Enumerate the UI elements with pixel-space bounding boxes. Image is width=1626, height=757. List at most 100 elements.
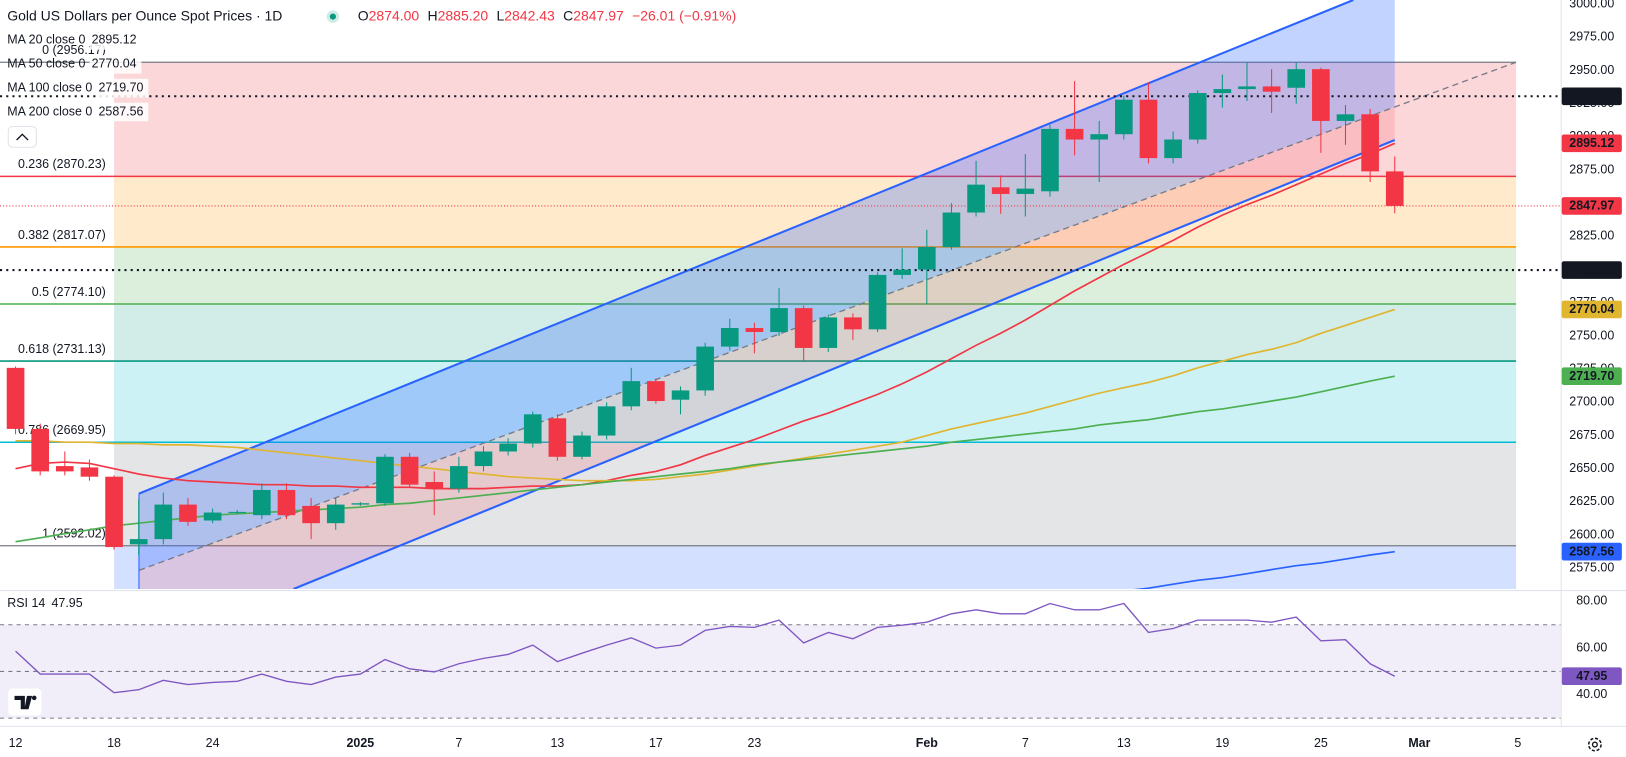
ma-legend-name: MA 50 close 0 <box>7 57 85 71</box>
ma-legend-value: 2587.56 <box>99 104 144 118</box>
candle-body <box>1312 69 1330 121</box>
candle-body <box>499 443 517 452</box>
candle-body <box>376 456 394 504</box>
candle-body <box>573 435 591 457</box>
tv-logo <box>8 688 42 716</box>
fib-label: 0.236 (2870.23) <box>18 157 106 171</box>
candle-body <box>844 317 862 330</box>
rsi-pane: 40.00 60.00 80.00 RSI 14 47.95 47.95 <box>0 590 1626 719</box>
ohlc-key: C <box>563 7 573 23</box>
rsi-tick-label: 40.00 <box>1576 687 1607 701</box>
ma-legend-value-bg <box>96 78 149 98</box>
candles-layer <box>6 62 1404 556</box>
ohlc-value: 2874.00 <box>369 7 420 23</box>
candle-body <box>1164 139 1182 159</box>
candle-body <box>720 328 739 347</box>
x-tick-label: 24 <box>206 736 220 750</box>
x-tick-label: Feb <box>916 736 939 750</box>
fib-layer: 0 (2956.17)0.236 (2870.23)0.382 (2817.07… <box>0 43 1517 590</box>
ma-tag-bg <box>1561 300 1622 319</box>
ohlc-key: H <box>428 7 438 23</box>
ma-line <box>1133 550 1395 590</box>
candle-body <box>450 466 468 489</box>
y-tick-label: 2975.00 <box>1569 30 1614 44</box>
fib-band <box>114 246 1517 304</box>
candle-body <box>302 505 320 524</box>
candle-body <box>1361 114 1379 172</box>
y-tick-label: 2600.00 <box>1569 527 1614 541</box>
rsi-tick-label: 80.00 <box>1576 594 1607 608</box>
x-tick-label: 13 <box>1117 736 1131 750</box>
ma-tag-bg <box>1561 134 1622 153</box>
legend: Gold US Dollars per Ounce Spot Prices · … <box>7 7 737 148</box>
candle-body <box>1213 89 1232 94</box>
ma-legend-value-bg <box>89 31 142 50</box>
logo-box <box>8 688 42 716</box>
ohlc-value: 2847.97 <box>573 7 624 23</box>
status-dot <box>329 13 336 20</box>
candle-body <box>868 274 887 330</box>
x-tick-label: 17 <box>649 736 663 750</box>
candle-body <box>819 317 838 348</box>
fib-band <box>114 176 1517 247</box>
candle-body <box>326 504 345 524</box>
rsi-tag-bg <box>1561 667 1622 686</box>
y-tick-label: 3000.00 <box>1569 0 1614 10</box>
candle-body <box>277 489 296 516</box>
candle-body <box>1065 128 1084 140</box>
ma-line <box>15 142 1396 490</box>
candle-body <box>967 184 985 213</box>
ohlc-readout: O2874.00 H2885.20 L2842.43 C2847.97 −26.01 (… <box>358 7 737 23</box>
candle-body <box>474 451 493 467</box>
y-tick-label: 2575.00 <box>1569 561 1614 575</box>
fib-label: 0.382 (2817.07) <box>18 228 106 242</box>
candle-body <box>154 504 173 540</box>
x-tick-label: 25 <box>1314 736 1328 750</box>
ohlc-value: 2842.43 <box>504 7 555 23</box>
candle-body <box>31 428 49 472</box>
candle-body <box>129 539 148 545</box>
ma-legend-value-bg <box>96 102 149 122</box>
candle-body <box>622 381 641 407</box>
chart-title: Gold US Dollars per Ounce Spot Prices · … <box>7 7 282 23</box>
y-tick-label: 2675.00 <box>1569 428 1614 442</box>
candle-body <box>745 328 764 333</box>
x-tick-label: 13 <box>550 736 564 750</box>
ma-line <box>15 375 1395 543</box>
ma-tag-bg <box>1561 367 1622 386</box>
last-price-tag-bg <box>1561 197 1622 215</box>
ma-tag-bg <box>1561 542 1622 561</box>
candle-body <box>917 247 936 270</box>
collapse-button[interactable] <box>7 125 37 148</box>
hline-tag-bg <box>1561 87 1622 106</box>
lines-layer <box>0 95 1561 590</box>
settings-button[interactable] <box>1587 737 1602 752</box>
ma-tag: 2895.12 <box>1569 136 1614 150</box>
candle-body <box>179 504 197 522</box>
logo-glyph <box>14 695 33 710</box>
x-tick-label: 19 <box>1215 736 1229 750</box>
hline-tag: 2799.68 <box>1569 263 1614 277</box>
fib-label: 0.786 (2669.95) <box>18 423 106 437</box>
candle-body <box>523 414 542 444</box>
x-tick-label: Mar <box>1408 736 1430 750</box>
ma-legend-value-bg <box>89 54 142 74</box>
channel-lower-line <box>293 139 1396 590</box>
candle-body <box>6 367 25 429</box>
candle-body <box>991 187 1010 194</box>
ohlc-value: 2885.20 <box>438 7 489 23</box>
candle-body <box>253 489 271 516</box>
candle-body <box>770 308 788 333</box>
rsi-line <box>15 602 1396 694</box>
candle-body <box>80 467 99 477</box>
last-price-tag: 2847.97 <box>1569 199 1614 213</box>
candle-body <box>1188 93 1207 140</box>
ma-legend-name: MA 100 close 0 <box>7 80 92 94</box>
candle-body <box>1041 128 1059 192</box>
x-tick-label: 2025 <box>347 736 375 750</box>
rsi-tag: 47.95 <box>1576 669 1607 683</box>
candle-body <box>1115 99 1133 135</box>
candle-body <box>647 381 665 402</box>
